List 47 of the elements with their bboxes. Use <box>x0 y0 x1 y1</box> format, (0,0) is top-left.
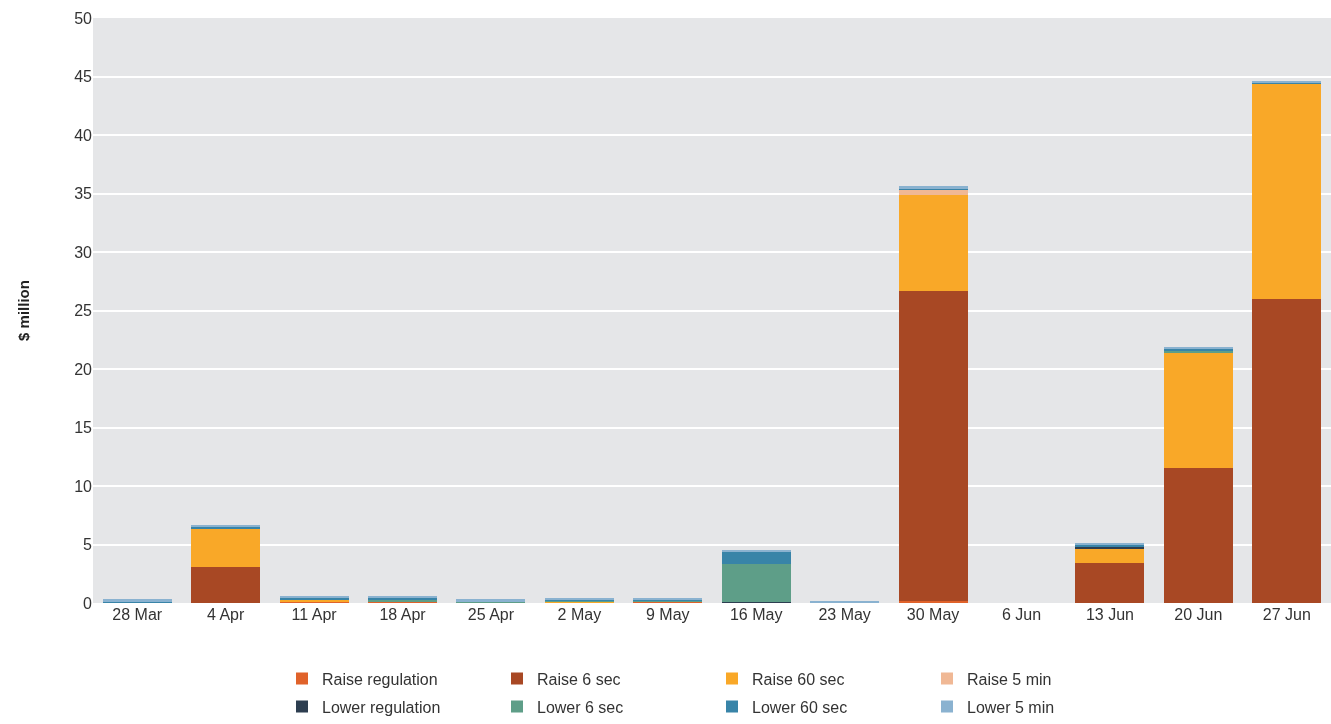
bar <box>898 189 968 195</box>
bar <box>1163 352 1233 469</box>
y-tick-label: 10 <box>74 477 93 495</box>
legend-label: Raise regulation <box>322 670 438 688</box>
bar <box>1075 548 1145 564</box>
bar <box>191 566 261 603</box>
y-tick-label: 15 <box>74 419 93 437</box>
bar <box>1252 83 1322 299</box>
y-tick-label: 25 <box>74 302 93 320</box>
bar <box>898 194 968 291</box>
legend-label: Raise 5 min <box>967 670 1052 688</box>
x-tick-label: 16 May <box>729 606 783 623</box>
legend-label: Lower 5 min <box>967 698 1055 716</box>
x-tick-label: 30 May <box>906 606 960 623</box>
x-tick-label: 25 Apr <box>467 606 515 623</box>
legend-label: Lower 6 sec <box>537 698 624 716</box>
legend-label: Lower 60 sec <box>752 698 848 716</box>
bar <box>721 551 791 565</box>
x-tick-label: 6 Jun <box>1001 606 1042 623</box>
y-tick-label: 40 <box>74 126 93 144</box>
y-axis-title: $ million <box>15 280 33 341</box>
y-tick-label: 30 <box>74 243 93 261</box>
x-tick-label: 28 Mar <box>112 606 163 623</box>
x-tick-label: 2 May <box>557 606 602 623</box>
x-tick-label: 23 May <box>818 606 871 623</box>
y-tick-label: 50 <box>74 9 93 27</box>
legend-label: Lower regulation <box>322 698 441 716</box>
legend-label: Raise 60 sec <box>752 670 845 688</box>
x-tick-label: 9 May <box>646 606 690 623</box>
x-tick-label: 4 Apr <box>206 606 245 623</box>
y-tick-label: 20 <box>74 360 93 378</box>
y-tick-label: 0 <box>83 594 93 612</box>
x-tick-label: 27 Jun <box>1262 606 1311 623</box>
x-tick-label: 18 Apr <box>379 606 427 623</box>
x-tick-label: 20 Jun <box>1174 606 1223 623</box>
bar <box>721 564 791 602</box>
y-tick-label: 5 <box>83 536 93 554</box>
y-tick-label: 45 <box>74 68 93 86</box>
bar <box>898 290 968 601</box>
bar <box>1163 468 1233 603</box>
bar <box>1075 563 1145 603</box>
legend-label: Raise 6 sec <box>537 670 621 688</box>
bar <box>1252 298 1322 603</box>
x-tick-label: 11 Apr <box>291 606 338 623</box>
y-tick-label: 35 <box>74 185 93 203</box>
x-tick-label: 13 Jun <box>1085 606 1134 623</box>
bar <box>191 528 261 567</box>
